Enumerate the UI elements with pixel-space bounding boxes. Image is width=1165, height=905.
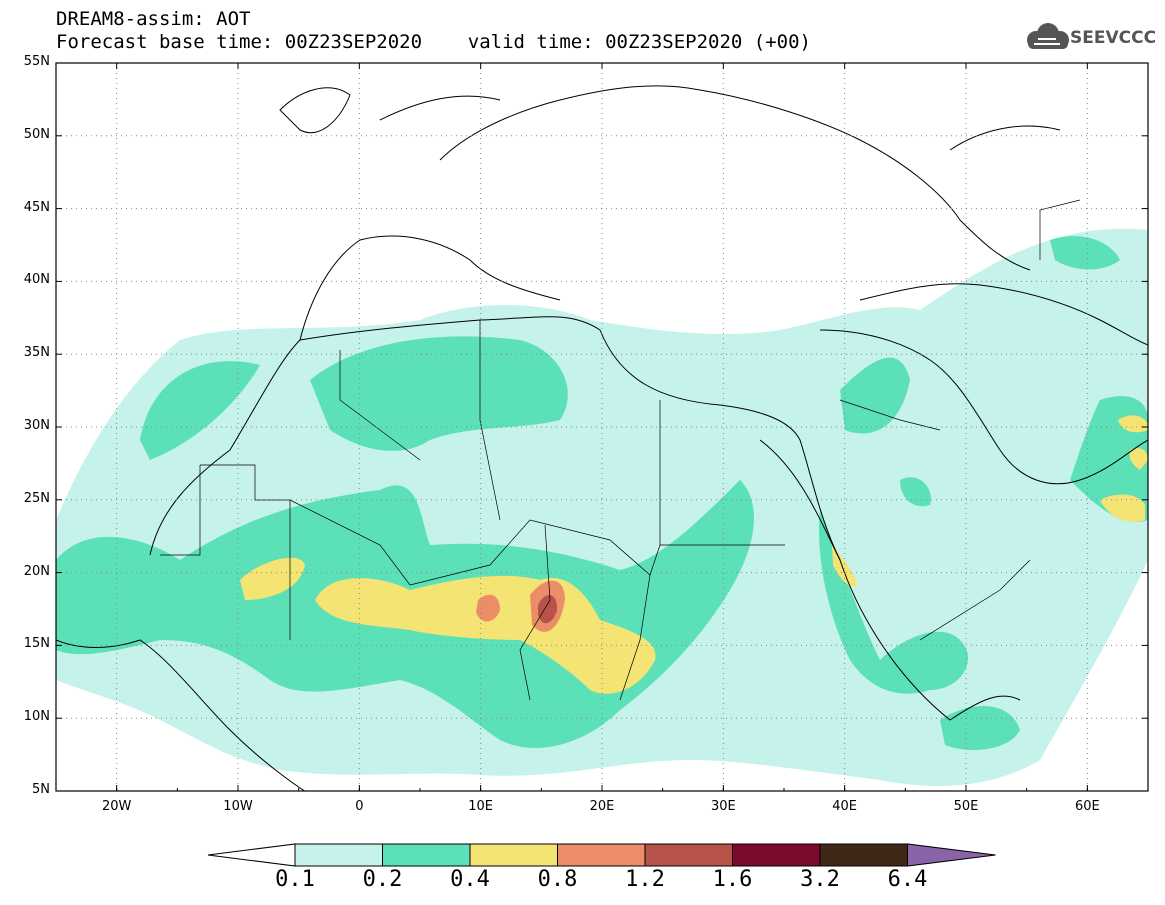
colorbar-box <box>557 843 646 867</box>
lat-label: 10N <box>23 709 50 725</box>
colorbar-label: 6.4 <box>887 867 928 892</box>
lon-label: 10E <box>468 799 494 814</box>
lat-label: 30N <box>23 418 50 433</box>
colorbar-box <box>819 843 908 867</box>
coastlines <box>56 85 1148 791</box>
lon-label: 30E <box>710 799 736 814</box>
colorbar-label: 1.6 <box>712 867 753 892</box>
colorbar-label: 1.2 <box>625 867 665 892</box>
lat-label: 20N <box>23 563 50 579</box>
lat-label: 45N <box>23 199 50 215</box>
lon-label: 20W <box>101 799 132 814</box>
colorbar-box <box>644 843 733 867</box>
lon-label: 40E <box>832 799 858 814</box>
graticule <box>56 63 1148 791</box>
lat-label: 25N <box>23 490 50 506</box>
lat-label: 55N <box>23 54 50 69</box>
cloud-logo-icon <box>1027 23 1069 49</box>
country-borders <box>160 199 1081 701</box>
lon-label: 60E <box>1074 799 1100 814</box>
lat-label: 5N <box>32 782 50 797</box>
lon-label: 50E <box>953 799 979 814</box>
lat-label: 35N <box>23 345 50 361</box>
colorbar-box <box>469 843 558 867</box>
axis-ticks <box>55 62 1149 792</box>
colorbar-label: 3.2 <box>800 867 840 892</box>
colorbar-label: 0.1 <box>275 867 315 892</box>
colorbar-under-arrow <box>207 843 296 867</box>
lat-label: 15N <box>23 636 50 652</box>
logo-text: SEEVCCC <box>1070 28 1157 48</box>
colorbar-box <box>382 843 471 867</box>
aot-band-0-4 <box>240 415 1148 694</box>
lon-label: 20E <box>589 799 615 814</box>
colorbar-box <box>732 843 821 867</box>
title-line-2: Forecast base time: 00Z23SEP2020 valid t… <box>56 31 811 53</box>
colorbar-label: 0.4 <box>450 867 490 892</box>
lat-label: 40N <box>23 272 50 288</box>
colorbar-over-arrow <box>907 843 996 867</box>
lon-label: 10W <box>223 799 253 814</box>
colorbar-label: 0.8 <box>537 867 578 892</box>
colorbar-label: 0.2 <box>362 867 403 892</box>
aot-field <box>56 228 1148 786</box>
aot-band-1-2 <box>538 594 558 624</box>
lat-label: 50N <box>23 126 50 142</box>
title-line-1: DREAM8-assim: AOT <box>56 8 251 30</box>
lon-label: 0 <box>355 799 364 814</box>
colorbar-box <box>294 843 383 867</box>
